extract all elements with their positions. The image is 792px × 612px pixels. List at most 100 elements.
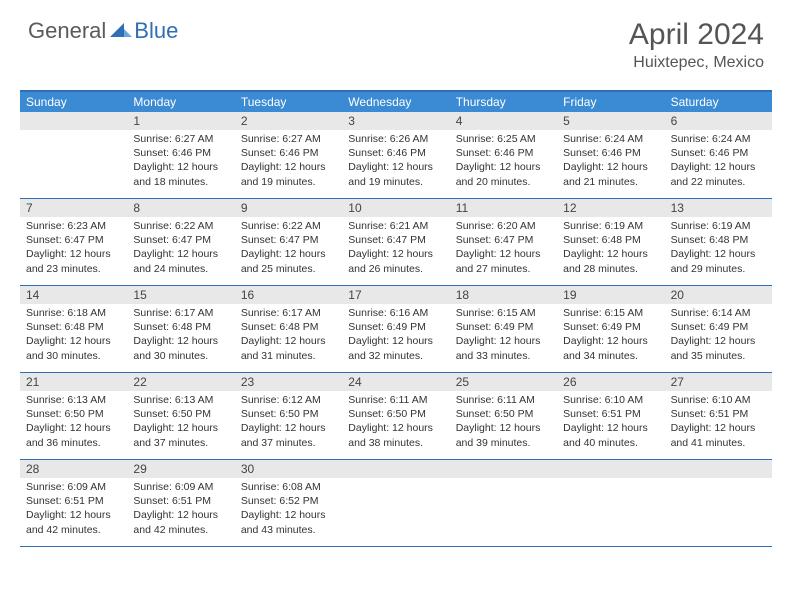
day-number: 25 bbox=[450, 373, 557, 391]
week-row: 7Sunrise: 6:23 AMSunset: 6:47 PMDaylight… bbox=[20, 199, 772, 286]
day-header: Wednesday bbox=[342, 92, 449, 112]
day-cell: 5Sunrise: 6:24 AMSunset: 6:46 PMDaylight… bbox=[557, 112, 664, 198]
day-body: Sunrise: 6:24 AMSunset: 6:46 PMDaylight:… bbox=[665, 130, 772, 195]
day-number: 20 bbox=[665, 286, 772, 304]
day-body: Sunrise: 6:11 AMSunset: 6:50 PMDaylight:… bbox=[342, 391, 449, 456]
sunset-text: Sunset: 6:50 PM bbox=[133, 407, 228, 421]
day-cell bbox=[665, 460, 772, 546]
sunset-text: Sunset: 6:47 PM bbox=[241, 233, 336, 247]
day-number bbox=[665, 460, 772, 478]
day-number: 12 bbox=[557, 199, 664, 217]
sunrise-text: Sunrise: 6:15 AM bbox=[563, 306, 658, 320]
day-body: Sunrise: 6:24 AMSunset: 6:46 PMDaylight:… bbox=[557, 130, 664, 195]
sunrise-text: Sunrise: 6:27 AM bbox=[241, 132, 336, 146]
day-cell: 1Sunrise: 6:27 AMSunset: 6:46 PMDaylight… bbox=[127, 112, 234, 198]
day-cell: 4 Sunrise: 6:25 AMSunset: 6:46 PMDaylight… bbox=[450, 112, 557, 198]
calendar: Sunday Monday Tuesday Wednesday Thursday… bbox=[20, 90, 772, 547]
day-cell: 30Sunrise: 6:08 AMSunset: 6:52 PMDayligh… bbox=[235, 460, 342, 546]
week-row: 28Sunrise: 6:09 AMSunset: 6:51 PMDayligh… bbox=[20, 460, 772, 547]
daylight-text: Daylight: 12 hours and 42 minutes. bbox=[133, 508, 228, 536]
day-header: Friday bbox=[557, 92, 664, 112]
daylight-text: Daylight: 12 hours and 19 minutes. bbox=[241, 160, 336, 188]
day-body: Sunrise: 6:09 AMSunset: 6:51 PMDaylight:… bbox=[127, 478, 234, 543]
sunset-text: Sunset: 6:48 PM bbox=[26, 320, 121, 334]
day-cell: 22Sunrise: 6:13 AMSunset: 6:50 PMDayligh… bbox=[127, 373, 234, 459]
day-body: Sunrise: 6:21 AMSunset: 6:47 PMDaylight:… bbox=[342, 217, 449, 282]
day-body: Sunrise: 6:08 AMSunset: 6:52 PMDaylight:… bbox=[235, 478, 342, 543]
daylight-text: Daylight: 12 hours and 25 minutes. bbox=[241, 247, 336, 275]
sunset-text: Sunset: 6:46 PM bbox=[456, 146, 551, 160]
sunset-text: Sunset: 6:51 PM bbox=[26, 494, 121, 508]
day-body: Sunrise: 6:14 AMSunset: 6:49 PMDaylight:… bbox=[665, 304, 772, 369]
location-label: Huixtepec, Mexico bbox=[629, 54, 764, 72]
sunrise-text: Sunrise: 6:19 AM bbox=[563, 219, 658, 233]
day-body: Sunrise: 6:26 AMSunset: 6:46 PMDaylight:… bbox=[342, 130, 449, 195]
day-body: Sunrise: 6:17 AMSunset: 6:48 PMDaylight:… bbox=[127, 304, 234, 369]
day-number bbox=[557, 460, 664, 478]
week-row: 21Sunrise: 6:13 AMSunset: 6:50 PMDayligh… bbox=[20, 373, 772, 460]
daylight-text: Daylight: 12 hours and 32 minutes. bbox=[348, 334, 443, 362]
day-number: 10 bbox=[342, 199, 449, 217]
day-number: 13 bbox=[665, 199, 772, 217]
logo-triangle-icon bbox=[110, 21, 132, 42]
sunset-text: Sunset: 6:47 PM bbox=[133, 233, 228, 247]
day-cell bbox=[450, 460, 557, 546]
day-cell: 11Sunrise: 6:20 AMSunset: 6:47 PMDayligh… bbox=[450, 199, 557, 285]
daylight-text: Daylight: 12 hours and 43 minutes. bbox=[241, 508, 336, 536]
day-number: 7 bbox=[20, 199, 127, 217]
daylight-text: Daylight: 12 hours and 35 minutes. bbox=[671, 334, 766, 362]
sunset-text: Sunset: 6:47 PM bbox=[26, 233, 121, 247]
sunset-text: Sunset: 6:51 PM bbox=[133, 494, 228, 508]
day-body: Sunrise: 6:12 AMSunset: 6:50 PMDaylight:… bbox=[235, 391, 342, 456]
daylight-text: Daylight: 12 hours and 27 minutes. bbox=[456, 247, 551, 275]
sunset-text: Sunset: 6:47 PM bbox=[456, 233, 551, 247]
sunset-text: Sunset: 6:46 PM bbox=[133, 146, 228, 160]
week-row: 14Sunrise: 6:18 AMSunset: 6:48 PMDayligh… bbox=[20, 286, 772, 373]
sunrise-text: Sunrise: 6:13 AM bbox=[133, 393, 228, 407]
daylight-text: Daylight: 12 hours and 20 minutes. bbox=[456, 160, 551, 188]
day-body: Sunrise: 6:20 AMSunset: 6:47 PMDaylight:… bbox=[450, 217, 557, 282]
day-number: 6 bbox=[665, 112, 772, 130]
day-number: 24 bbox=[342, 373, 449, 391]
sunset-text: Sunset: 6:47 PM bbox=[348, 233, 443, 247]
day-cell: 12Sunrise: 6:19 AMSunset: 6:48 PMDayligh… bbox=[557, 199, 664, 285]
day-number: 29 bbox=[127, 460, 234, 478]
day-body: Sunrise: 6:13 AMSunset: 6:50 PMDaylight:… bbox=[20, 391, 127, 456]
day-body: Sunrise: 6:27 AMSunset: 6:46 PMDaylight:… bbox=[127, 130, 234, 195]
day-body: Sunrise: 6:11 AMSunset: 6:50 PMDaylight:… bbox=[450, 391, 557, 456]
sunset-text: Sunset: 6:48 PM bbox=[241, 320, 336, 334]
sunrise-text: Sunrise: 6:22 AM bbox=[133, 219, 228, 233]
sunrise-text: Sunrise: 6:26 AM bbox=[348, 132, 443, 146]
sunset-text: Sunset: 6:50 PM bbox=[26, 407, 121, 421]
day-number: 15 bbox=[127, 286, 234, 304]
sunset-text: Sunset: 6:50 PM bbox=[241, 407, 336, 421]
day-body: Sunrise: 6:22 AMSunset: 6:47 PMDaylight:… bbox=[127, 217, 234, 282]
day-number: 21 bbox=[20, 373, 127, 391]
daylight-text: Daylight: 12 hours and 22 minutes. bbox=[671, 160, 766, 188]
daylight-text: Daylight: 12 hours and 42 minutes. bbox=[26, 508, 121, 536]
sunrise-text: Sunrise: 6:12 AM bbox=[241, 393, 336, 407]
day-number: 8 bbox=[127, 199, 234, 217]
page-header: General Blue April 2024 Huixtepec, Mexic… bbox=[0, 0, 792, 80]
day-body: Sunrise: 6:17 AMSunset: 6:48 PMDaylight:… bbox=[235, 304, 342, 369]
day-cell: 20Sunrise: 6:14 AMSunset: 6:49 PMDayligh… bbox=[665, 286, 772, 372]
sunrise-text: Sunrise: 6:11 AM bbox=[456, 393, 551, 407]
sunset-text: Sunset: 6:50 PM bbox=[456, 407, 551, 421]
day-header: Thursday bbox=[450, 92, 557, 112]
day-body: Sunrise: 6:19 AMSunset: 6:48 PMDaylight:… bbox=[557, 217, 664, 282]
day-cell: 7Sunrise: 6:23 AMSunset: 6:47 PMDaylight… bbox=[20, 199, 127, 285]
logo-text-general: General bbox=[28, 18, 106, 44]
day-body: Sunrise: 6:23 AMSunset: 6:47 PMDaylight:… bbox=[20, 217, 127, 282]
sunrise-text: Sunrise: 6:25 AM bbox=[456, 132, 551, 146]
sunrise-text: Sunrise: 6:17 AM bbox=[133, 306, 228, 320]
day-number: 4 bbox=[450, 112, 557, 130]
weeks-container: 1Sunrise: 6:27 AMSunset: 6:46 PMDaylight… bbox=[20, 112, 772, 547]
daylight-text: Daylight: 12 hours and 30 minutes. bbox=[133, 334, 228, 362]
day-number: 18 bbox=[450, 286, 557, 304]
sunset-text: Sunset: 6:49 PM bbox=[671, 320, 766, 334]
day-body: Sunrise: 6:15 AMSunset: 6:49 PMDaylight:… bbox=[557, 304, 664, 369]
day-body: Sunrise: 6:19 AMSunset: 6:48 PMDaylight:… bbox=[665, 217, 772, 282]
day-number bbox=[450, 460, 557, 478]
day-cell: 15Sunrise: 6:17 AMSunset: 6:48 PMDayligh… bbox=[127, 286, 234, 372]
day-cell: 3Sunrise: 6:26 AMSunset: 6:46 PMDaylight… bbox=[342, 112, 449, 198]
